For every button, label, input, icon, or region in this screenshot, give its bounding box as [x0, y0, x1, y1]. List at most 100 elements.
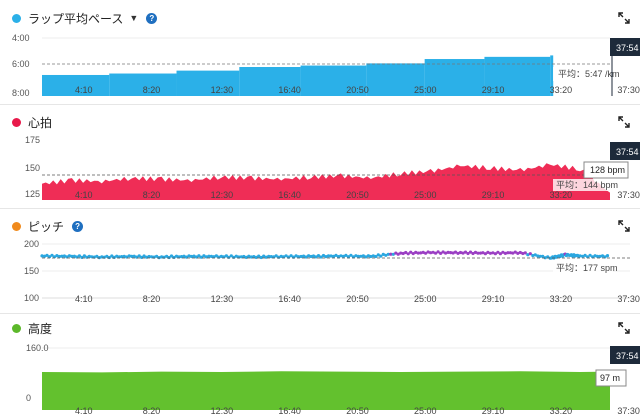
y-tick: 6:00 [12, 59, 30, 69]
pace-bar [42, 74, 110, 96]
x-tick-label: 29:10 [482, 406, 505, 416]
cadence-point [411, 252, 415, 256]
expand-icon[interactable] [618, 220, 630, 232]
cadence-point [361, 254, 365, 258]
x-tick-label: 20:50 [346, 406, 369, 416]
cadence-point [401, 251, 405, 256]
cadence-point [434, 251, 438, 255]
cadence-point [67, 254, 71, 258]
elev-title: 高度 [28, 321, 53, 336]
cadence-point [523, 251, 527, 255]
hr-dot-icon [12, 117, 21, 127]
help-icon[interactable]: ? [72, 220, 84, 232]
x-tick-label: 8:20 [143, 85, 161, 95]
x-tick-label: 16:40 [278, 85, 301, 95]
cadence-point [311, 254, 316, 258]
x-tick-label: 12:30 [211, 406, 234, 416]
x-tick-label: 4:10 [75, 190, 93, 200]
divider [0, 208, 640, 209]
cadence-point [543, 256, 547, 260]
expand-icon[interactable] [618, 322, 630, 334]
cadence-point [222, 255, 226, 259]
cadence-point [130, 254, 134, 258]
cadence-point [120, 255, 124, 259]
hr-tooltip: 128 bpm [590, 165, 625, 175]
cadence-point [456, 251, 460, 255]
cadence-point [309, 254, 313, 259]
cadence-point [521, 251, 525, 256]
pace-bar [239, 67, 301, 96]
x-tick-label: 37:30 [617, 406, 640, 416]
cadence-point [165, 254, 169, 258]
cadence-point [431, 250, 435, 254]
cadence-point [70, 254, 74, 258]
x-tick-label: 8:20 [143, 190, 161, 200]
cadence-point [511, 251, 515, 255]
expand-icon[interactable] [618, 12, 630, 24]
cadence-point [578, 254, 582, 258]
cadence-point [297, 255, 301, 259]
cadence-point [486, 250, 490, 254]
y-tick: 8:00 [12, 88, 30, 96]
x-tick-label: 37:30 [617, 294, 640, 304]
cadence-point [82, 254, 86, 258]
cadence-point [302, 254, 306, 258]
pace-chart[interactable]: 4:00 6:00 8:00 平均：5:47 /km 4:10 8:20 12:30… [0, 34, 640, 96]
cadence-point [150, 255, 154, 259]
cadence-point [583, 253, 587, 257]
cadence-point [127, 254, 131, 258]
pace-bar [424, 59, 485, 96]
cadence-point [473, 250, 478, 254]
cadence-point [336, 255, 341, 259]
x-tick-label: 25:00 [414, 190, 437, 200]
y-tick: 175 [25, 135, 40, 145]
elevation-chart[interactable]: 160.0 0 4:10 8:20 12:30 16:40 20:50 25:00 29:1… [0, 340, 640, 416]
cadence-point [142, 254, 146, 258]
hr-title: 心拍 [28, 115, 53, 130]
pace-bar [550, 55, 554, 96]
cadence-chart[interactable]: 200 150 100 平均：177 spm 4:10 8:20 12:30 16:4… [0, 238, 640, 308]
cadence-point [40, 254, 44, 258]
help-icon[interactable]: ? [146, 12, 158, 24]
cursor-time: 37:54 [616, 351, 639, 361]
chevron-down-icon[interactable]: ▼ [129, 13, 139, 23]
cadence-point [506, 251, 510, 255]
cadence-point [396, 252, 400, 256]
hr-avg-label: 平均：144 bpm [556, 179, 618, 190]
cadence-point [508, 251, 512, 255]
cadence-point [95, 254, 99, 258]
pace-avg-label: 平均：5:47 /km [558, 68, 620, 79]
cadence-point [461, 251, 465, 255]
cursor-time: 37:54 [616, 147, 639, 157]
cadence-point [52, 255, 57, 259]
heart-rate-chart[interactable]: 175 150 125 平均：144 bpm 4:10 8:20 12:30 16:4… [0, 134, 640, 200]
cadence-point [536, 254, 540, 258]
cadence-point [267, 254, 271, 258]
cadence-point [369, 254, 373, 259]
x-tick-label: 29:10 [482, 85, 505, 95]
cadence-point [496, 250, 500, 254]
cadence-point [90, 255, 94, 259]
cadence-point [414, 250, 418, 254]
cadence-point [212, 255, 216, 259]
cadence-point [501, 250, 505, 254]
y-tick: 160.0 [26, 343, 49, 353]
cadence-point [446, 250, 450, 254]
pace-title-row[interactable]: ラップ平均ペース ▼ ? [12, 10, 158, 26]
cadence-point [426, 250, 430, 254]
y-tick: 150 [24, 266, 39, 276]
cadence-point [419, 251, 423, 255]
cadence-point [409, 250, 413, 254]
x-tick-label: 33:20 [550, 190, 573, 200]
cadence-point [224, 254, 228, 258]
cadence-point [344, 253, 348, 257]
x-tick-label: 12:30 [211, 85, 234, 95]
cadence-point [476, 251, 480, 255]
expand-icon[interactable] [618, 116, 630, 128]
cadence-point [182, 254, 186, 258]
cadence-point [279, 254, 283, 258]
cadence-point [137, 254, 141, 258]
cadence-point [439, 251, 443, 255]
y-tick: 100 [24, 293, 39, 303]
cadence-point [87, 254, 91, 258]
